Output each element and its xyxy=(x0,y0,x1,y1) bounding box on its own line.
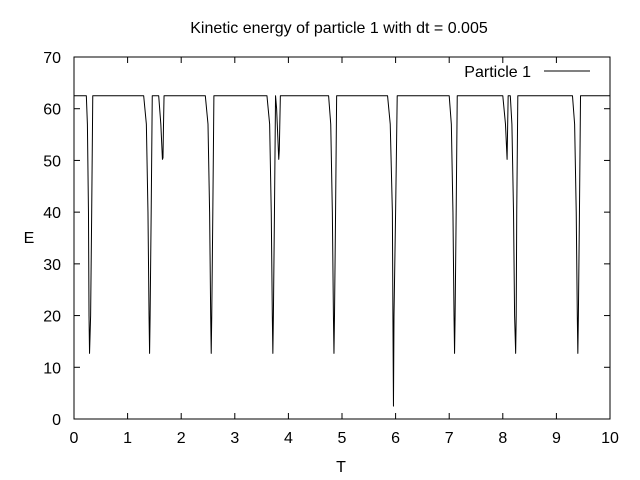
y-tick-label: 60 xyxy=(43,102,61,119)
y-tick-label: 0 xyxy=(52,412,61,429)
series-line xyxy=(74,95,610,407)
x-tick-label: 6 xyxy=(391,430,400,447)
x-axis-label: T xyxy=(336,459,346,476)
plot-frame xyxy=(73,56,611,420)
x-tick-label: 0 xyxy=(70,430,79,447)
x-tick-label: 7 xyxy=(445,430,454,447)
x-tick-label: 5 xyxy=(338,430,347,447)
y-axis-label: E xyxy=(24,230,35,247)
y-tick-label: 30 xyxy=(43,257,61,274)
x-tick-label: 10 xyxy=(601,430,619,447)
x-tick-label: 9 xyxy=(552,430,561,447)
y-tick-label: 40 xyxy=(43,205,61,222)
x-tick-label: 4 xyxy=(284,430,293,447)
y-tick-label: 20 xyxy=(43,309,61,326)
x-tick-label: 1 xyxy=(123,430,132,447)
legend-label: Particle 1 xyxy=(464,64,531,81)
legend: Particle 1 xyxy=(464,64,590,81)
y-tick-label: 10 xyxy=(43,360,61,377)
y-tick-label: 50 xyxy=(43,153,61,170)
x-tick-label: 3 xyxy=(230,430,239,447)
chart-title: Kinetic energy of particle 1 with dt = 0… xyxy=(190,20,488,37)
axis-ticks xyxy=(73,56,611,420)
series-layer xyxy=(74,95,610,407)
x-tick-label: 2 xyxy=(177,430,186,447)
axis-tick-labels: 0 1 2 3 4 5 6 7 8 9 10 0 10 20 30 40 50 60 70 xyxy=(43,50,619,447)
y-tick-label: 70 xyxy=(43,50,61,67)
x-tick-label: 8 xyxy=(498,430,507,447)
